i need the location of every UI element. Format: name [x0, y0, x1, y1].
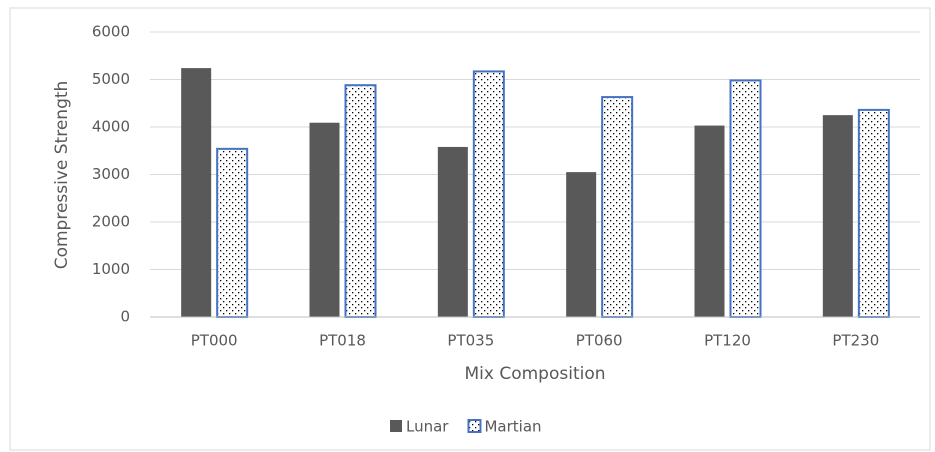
bar — [344, 84, 377, 318]
bar — [857, 108, 890, 319]
y-tick-label: 1000 — [92, 260, 130, 278]
chart-frame — [9, 7, 931, 451]
y-axis-title: Compressive Strength — [52, 81, 72, 270]
bar — [437, 146, 468, 317]
x-tick-label: PT120 — [704, 332, 751, 350]
x-axis-title: Mix Composition — [464, 364, 605, 384]
x-tick-label: PT000 — [191, 332, 238, 350]
x-tick-label: PT230 — [832, 332, 879, 350]
bar — [216, 147, 249, 318]
bar — [472, 70, 505, 318]
legend-label: Martian — [484, 418, 541, 436]
legend-swatch — [467, 419, 482, 433]
bar — [309, 122, 340, 317]
bar — [729, 79, 762, 318]
y-tick-label: 2000 — [92, 213, 130, 231]
x-tick-label: PT018 — [319, 332, 366, 350]
y-tick-label: 4000 — [92, 118, 130, 136]
bar — [694, 125, 725, 317]
x-tick-label: PT035 — [447, 332, 494, 350]
bar — [181, 68, 212, 317]
legend-label: Lunar — [406, 418, 449, 436]
y-tick-label: 3000 — [92, 165, 130, 183]
y-tick-label: 0 — [120, 308, 130, 326]
bar — [601, 96, 634, 318]
bar — [822, 115, 853, 317]
legend-swatch — [390, 420, 402, 432]
y-tick-label: 5000 — [92, 70, 130, 88]
x-tick-label: PT060 — [576, 332, 623, 350]
bar — [566, 172, 597, 317]
y-tick-label: 6000 — [92, 23, 130, 41]
